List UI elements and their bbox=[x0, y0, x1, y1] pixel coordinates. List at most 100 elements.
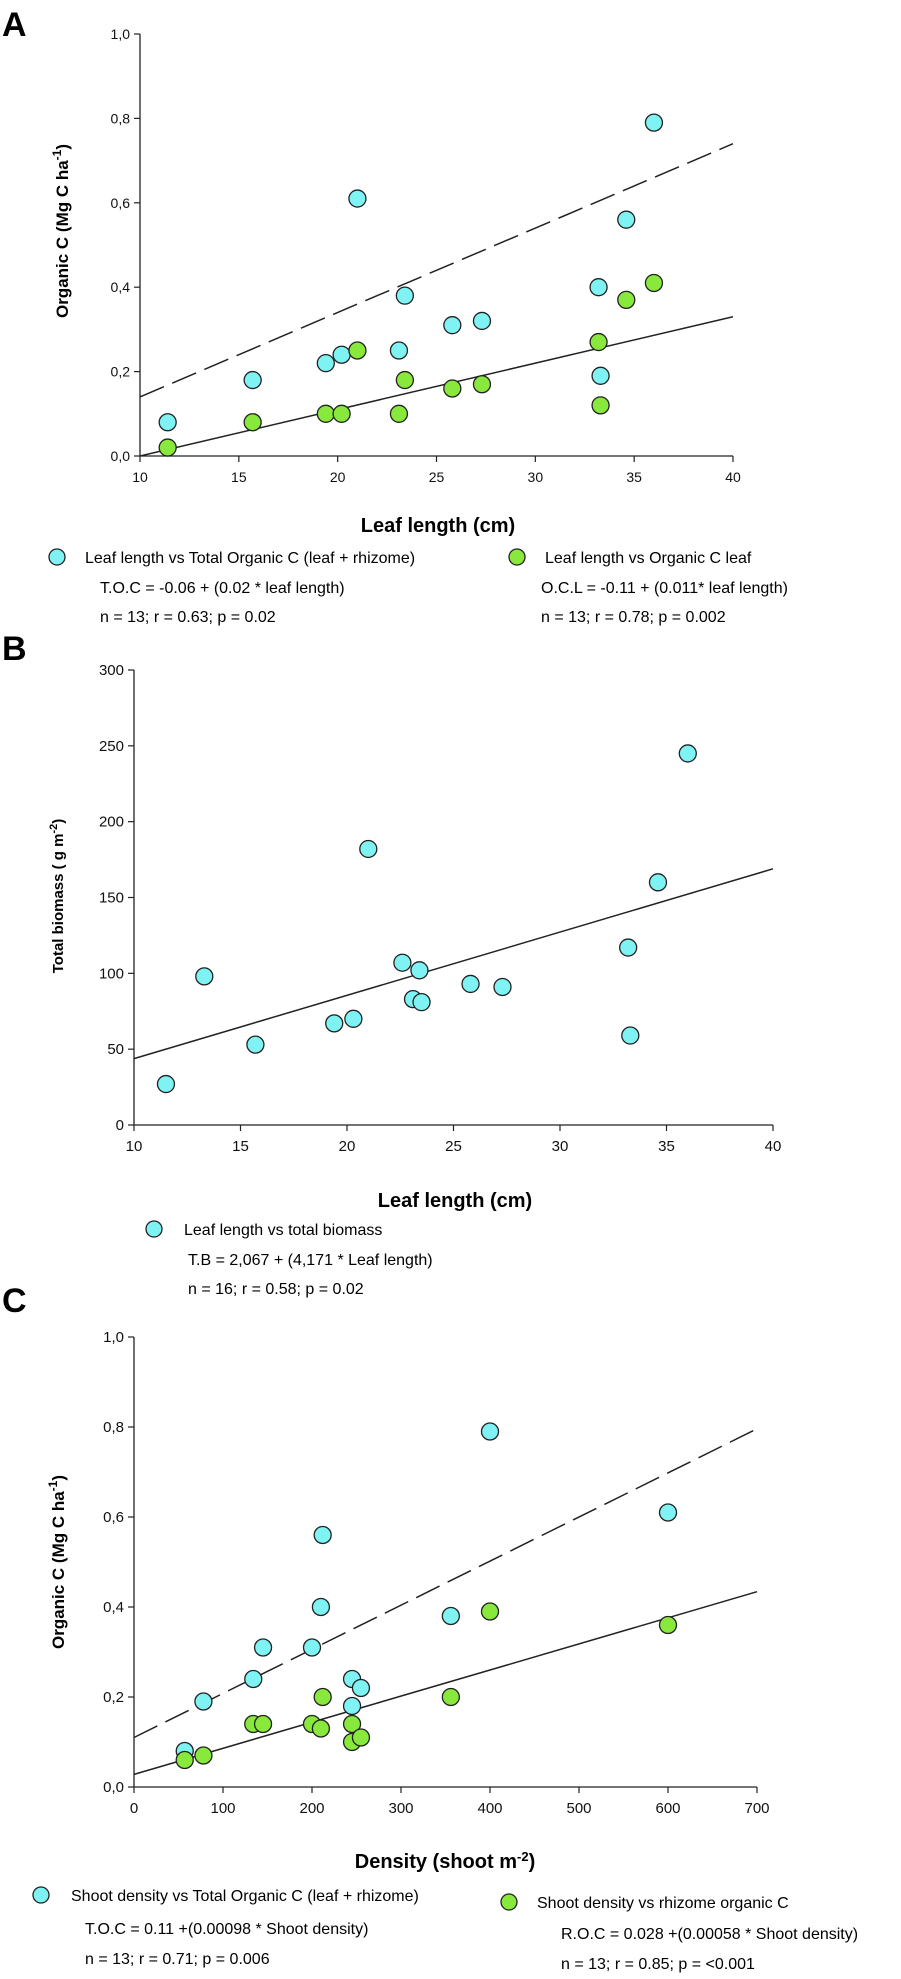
panel-a-x-tick-label: 35 bbox=[626, 469, 642, 485]
legend-a-total-equation: T.O.C = -0.06 + (0.02 * leaf length) bbox=[100, 580, 345, 597]
panel-c-x-tick-label: 100 bbox=[210, 1800, 235, 1817]
panel-b-y-tick-label: 200 bbox=[99, 814, 124, 831]
legend-c-rhizome-stats: n = 13; r = 0.85; p = <0.001 bbox=[561, 1956, 755, 1973]
panel-a-fit-line-2 bbox=[139, 316, 734, 457]
panel-a-series-1-point bbox=[348, 189, 367, 208]
panel-c-letter: C bbox=[2, 1282, 27, 1320]
panel-b-series-1-point bbox=[619, 938, 638, 957]
panel-b-x-tick-label: 20 bbox=[339, 1138, 356, 1155]
panel-c-series-1-point bbox=[302, 1638, 322, 1657]
legend-a-leaf-equation: O.C.L = -0.11 + (0.011* leaf length) bbox=[541, 580, 788, 597]
panel-b-y-tick-label: 300 bbox=[99, 662, 124, 679]
panel-c-series-2-point bbox=[441, 1687, 460, 1707]
panel-c-series-1-point bbox=[313, 1525, 332, 1545]
panel-c-ylabel: Organic C (Mg C ha-1) bbox=[46, 1475, 68, 1649]
panel-a-letter: A bbox=[2, 6, 27, 44]
panel-a-plot: 10 15 20 25 30 35 40 0,0 0,2 0,4 0,6 0,8 1,0 bbox=[111, 26, 741, 485]
panel-b-x-tick-label: 30 bbox=[552, 1138, 569, 1155]
panel-a-x-tick-label: 15 bbox=[231, 469, 247, 485]
panel-a-series-1-point bbox=[617, 210, 636, 229]
legend-a-leaf-stats: n = 13; r = 0.78; p = 0.002 bbox=[541, 609, 726, 626]
panel-a: A 10 15 20 25 30 35 40 0,0 0,2 0,4 0,6 0,8 1,0 Leaf … bbox=[2, 6, 788, 626]
panel-c-plot: 0 100 200 300 400 500 600 700 0,0 0,2 0,4 0,6 0,8 1,0 bbox=[103, 1329, 769, 1817]
panel-c-x-tick-label: 700 bbox=[744, 1800, 769, 1817]
panel-c-y-tick-label: 0,4 bbox=[103, 1599, 124, 1616]
legend-c-total-stats: n = 13; r = 0.71; p = 0.006 bbox=[85, 1951, 270, 1968]
panel-c-series-1-point bbox=[342, 1696, 362, 1716]
panel-b-x-tick-label: 35 bbox=[658, 1138, 675, 1155]
panel-a-series-2-point bbox=[332, 404, 351, 423]
panel-b-y-tick-label: 250 bbox=[99, 738, 124, 755]
legend-b-equation: T.B = 2,067 + (4,171 * Leaf length) bbox=[188, 1252, 433, 1269]
panel-a-series-1-point bbox=[395, 286, 415, 305]
legend-a-leaf-marker bbox=[508, 548, 526, 566]
panel-c-y-tick-label: 0,0 bbox=[103, 1779, 124, 1796]
panel-c-y-tick-label: 0,6 bbox=[103, 1509, 124, 1526]
panel-a-series-1-point bbox=[472, 311, 492, 331]
panel-a-series-1-point bbox=[158, 413, 177, 432]
panel-a-series-1-point bbox=[443, 316, 462, 335]
panel-b-series-1-point bbox=[246, 1035, 265, 1054]
panel-c-series-2-point bbox=[480, 1602, 500, 1621]
panel-b-plot: 10 15 20 25 30 35 40 0 50 100 150 200 250 300 bbox=[99, 662, 781, 1155]
legend-a-total-stats: n = 13; r = 0.63; p = 0.02 bbox=[100, 609, 276, 626]
panel-c-series-1-point bbox=[194, 1692, 213, 1711]
panel-a-series-2-point bbox=[443, 379, 462, 398]
panel-b-x-tick-label: 10 bbox=[126, 1138, 143, 1155]
panel-a-series-2-point bbox=[243, 413, 262, 432]
panel-c-series-1-point bbox=[351, 1678, 371, 1698]
panel-a-series-2-point bbox=[158, 438, 177, 457]
panel-a-series-1-point bbox=[316, 354, 335, 373]
panel-c-fit-line-1 bbox=[133, 1428, 758, 1739]
panel-b-x-tick-label: 25 bbox=[445, 1138, 462, 1155]
panel-c-xlabel: Density (shoot m-2) bbox=[355, 1849, 535, 1874]
panel-b-y-tick-label: 50 bbox=[107, 1041, 124, 1058]
panel-a-series-2-point bbox=[472, 375, 492, 394]
panel-b-series-1-point bbox=[412, 993, 431, 1012]
panel-a-series-1-point bbox=[332, 345, 351, 364]
panel-a-x-tick-label: 30 bbox=[528, 469, 544, 485]
panel-c-series-2-point bbox=[658, 1615, 678, 1635]
panel-b-series-1-point bbox=[195, 967, 214, 986]
panel-c-fit-line-2 bbox=[133, 1590, 758, 1776]
panel-b-legend: Leaf length vs total biomass T.B = 2,067… bbox=[145, 1220, 433, 1298]
panel-c-legend: Shoot density vs Total Organic C (leaf +… bbox=[32, 1886, 858, 1973]
panel-a-series-1-point bbox=[243, 370, 262, 390]
legend-a-leaf-label: Leaf length vs Organic C leaf bbox=[545, 550, 752, 567]
legend-c-rhizome-equation: R.O.C = 0.028 +(0.00058 * Shoot density) bbox=[561, 1926, 858, 1943]
legend-c-total-equation: T.O.C = 0.11 +(0.00098 * Shoot density) bbox=[85, 1921, 368, 1938]
panel-c-y-tick-label: 0,8 bbox=[103, 1419, 124, 1436]
panel-a-series-2-point bbox=[395, 370, 415, 390]
panel-c-series-2-point bbox=[253, 1714, 273, 1734]
panel-b-xlabel: Leaf length (cm) bbox=[378, 1190, 532, 1212]
panel-a-series-2-point bbox=[617, 290, 636, 310]
panel-a-y-tick-label: 0,4 bbox=[111, 279, 131, 295]
panel-a-y-tick-label: 1,0 bbox=[111, 26, 131, 42]
panel-a-y-tick-label: 0,6 bbox=[111, 195, 131, 211]
panel-c-y-tick-label: 0,2 bbox=[103, 1689, 124, 1706]
panel-c-x-tick-label: 0 bbox=[130, 1800, 138, 1817]
panel-b: B 10 15 20 25 30 35 40 0 50 100 150 200 250 300 Leaf … bbox=[2, 630, 781, 1298]
panel-c-series-1-point bbox=[658, 1503, 678, 1522]
panel-a-series-2-point bbox=[316, 404, 335, 423]
legend-c-total-marker bbox=[32, 1886, 50, 1904]
panel-b-series-1-point bbox=[461, 974, 480, 994]
panel-b-letter: B bbox=[2, 630, 27, 668]
panel-c-series-1-point bbox=[253, 1638, 273, 1657]
panel-a-series-2-point bbox=[589, 332, 608, 352]
panel-a-y-tick-label: 0,8 bbox=[111, 110, 131, 126]
panel-c-y-tick-label: 1,0 bbox=[103, 1329, 124, 1346]
panel-b-x-tick-label: 15 bbox=[232, 1138, 249, 1155]
panel-c-x-tick-label: 600 bbox=[655, 1800, 680, 1817]
panel-c-series-2-point bbox=[311, 1719, 331, 1738]
panel-c-series-2-point bbox=[313, 1687, 332, 1707]
panel-b-y-tick-label: 100 bbox=[99, 965, 124, 982]
panel-a-series-1-point bbox=[591, 366, 610, 385]
panel-b-series-1-point bbox=[344, 1009, 363, 1028]
panel-b-x-tick-label: 40 bbox=[765, 1138, 782, 1155]
panel-c-series-1-point bbox=[311, 1597, 331, 1617]
panel-b-fit-line-1 bbox=[133, 868, 774, 1060]
panel-c-x-tick-label: 200 bbox=[299, 1800, 324, 1817]
panel-b-series-1-point bbox=[678, 744, 697, 763]
